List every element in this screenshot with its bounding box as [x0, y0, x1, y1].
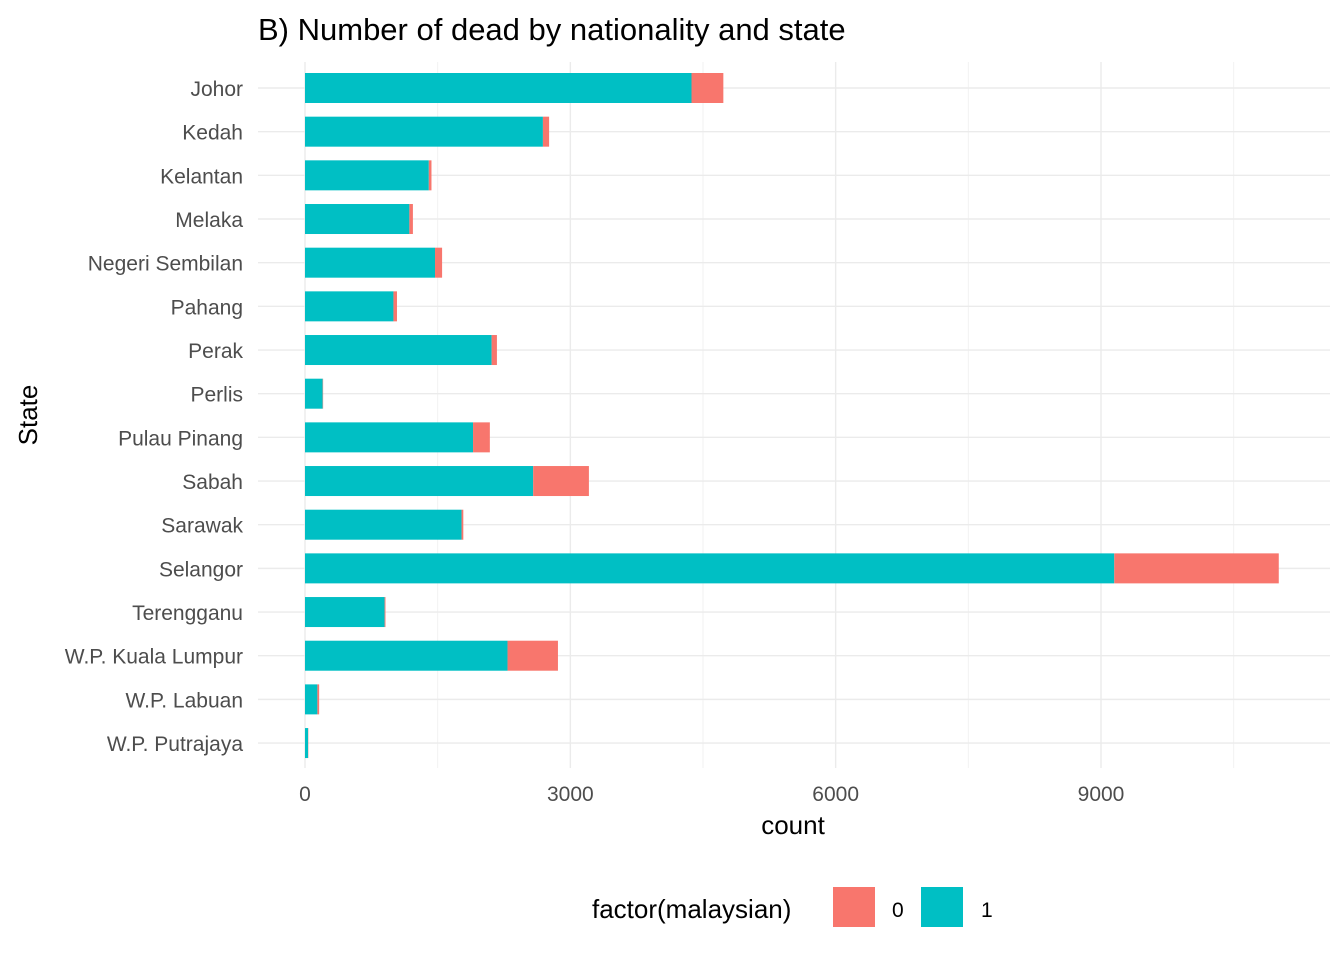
y-tick-label: Kedah	[182, 122, 243, 145]
legend-key-1	[921, 887, 963, 927]
grid	[258, 62, 1330, 768]
bar-malaysian-0	[435, 247, 443, 278]
x-tick-label: 3000	[547, 783, 594, 806]
y-tick-label: Terengganu	[132, 602, 243, 625]
bar-malaysian-1	[305, 466, 534, 497]
bar-malaysian-1	[305, 509, 462, 540]
y-tick-label: Sabah	[182, 471, 243, 494]
bar-malaysian-0	[409, 204, 413, 235]
legend-title: factor(malaysian)	[592, 894, 791, 924]
bar-malaysian-0	[384, 597, 386, 628]
legend-label-1: 1	[981, 899, 993, 922]
y-tick-label: Selangor	[159, 558, 243, 581]
y-tick-label: W.P. Kuala Lumpur	[65, 646, 243, 669]
bar-malaysian-1	[305, 73, 692, 103]
legend-label-0: 0	[892, 899, 904, 922]
bar-malaysian-1	[305, 335, 492, 366]
legend: factor(malaysian) 0 1	[592, 887, 993, 927]
legend-key-0	[833, 887, 875, 927]
bar-malaysian-0	[428, 160, 432, 191]
bar-malaysian-0	[542, 116, 550, 147]
bar-malaysian-0	[461, 509, 464, 540]
bar-malaysian-1	[305, 116, 543, 147]
bar-malaysian-0	[507, 640, 558, 671]
x-tick-label: 6000	[812, 783, 859, 806]
bar-malaysian-1	[305, 640, 508, 671]
y-tick-label: Pulau Pinang	[118, 427, 243, 450]
y-tick-label: Pahang	[171, 296, 243, 319]
bar-malaysian-0	[317, 684, 320, 715]
bar-malaysian-1	[305, 247, 436, 278]
x-tick-labels: 0 3000 6000 9000	[299, 783, 1124, 806]
bar-malaysian-0	[491, 335, 497, 366]
bar-malaysian-1	[305, 553, 1115, 584]
x-tick-label: 9000	[1078, 783, 1125, 806]
bar-malaysian-0	[691, 73, 724, 103]
bars	[305, 73, 1279, 759]
y-axis-label: State	[13, 385, 43, 446]
y-tick-label: Perlis	[190, 384, 243, 407]
bar-malaysian-0	[1114, 553, 1279, 584]
bar-malaysian-1	[305, 728, 309, 759]
bar-malaysian-1	[305, 422, 474, 453]
bar-malaysian-0	[393, 291, 397, 322]
y-tick-label: Negeri Sembilan	[88, 253, 243, 276]
y-tick-label: Johor	[190, 78, 243, 101]
y-tick-label: W.P. Labuan	[125, 689, 243, 712]
y-tick-label: Melaka	[175, 209, 243, 232]
x-axis-label: count	[761, 810, 825, 840]
bar-malaysian-1	[305, 378, 323, 409]
chart-title: B) Number of dead by nationality and sta…	[258, 12, 846, 47]
bar-malaysian-0	[473, 422, 490, 453]
y-tick-label: Sarawak	[161, 515, 243, 538]
bar-malaysian-0	[533, 466, 589, 497]
y-tick-labels: Johor Kedah Kelantan Melaka Negeri Sembilan P…	[65, 78, 244, 756]
y-tick-label: W.P. Putrajaya	[107, 733, 244, 756]
bar-malaysian-1	[305, 291, 394, 322]
bar-malaysian-1	[305, 597, 385, 628]
bar-malaysian-1	[305, 204, 410, 235]
bar-malaysian-1	[305, 684, 318, 715]
y-tick-label: Kelantan	[160, 165, 243, 188]
bar-malaysian-1	[305, 160, 429, 191]
x-tick-label: 0	[299, 783, 311, 806]
y-tick-label: Perak	[188, 340, 243, 363]
